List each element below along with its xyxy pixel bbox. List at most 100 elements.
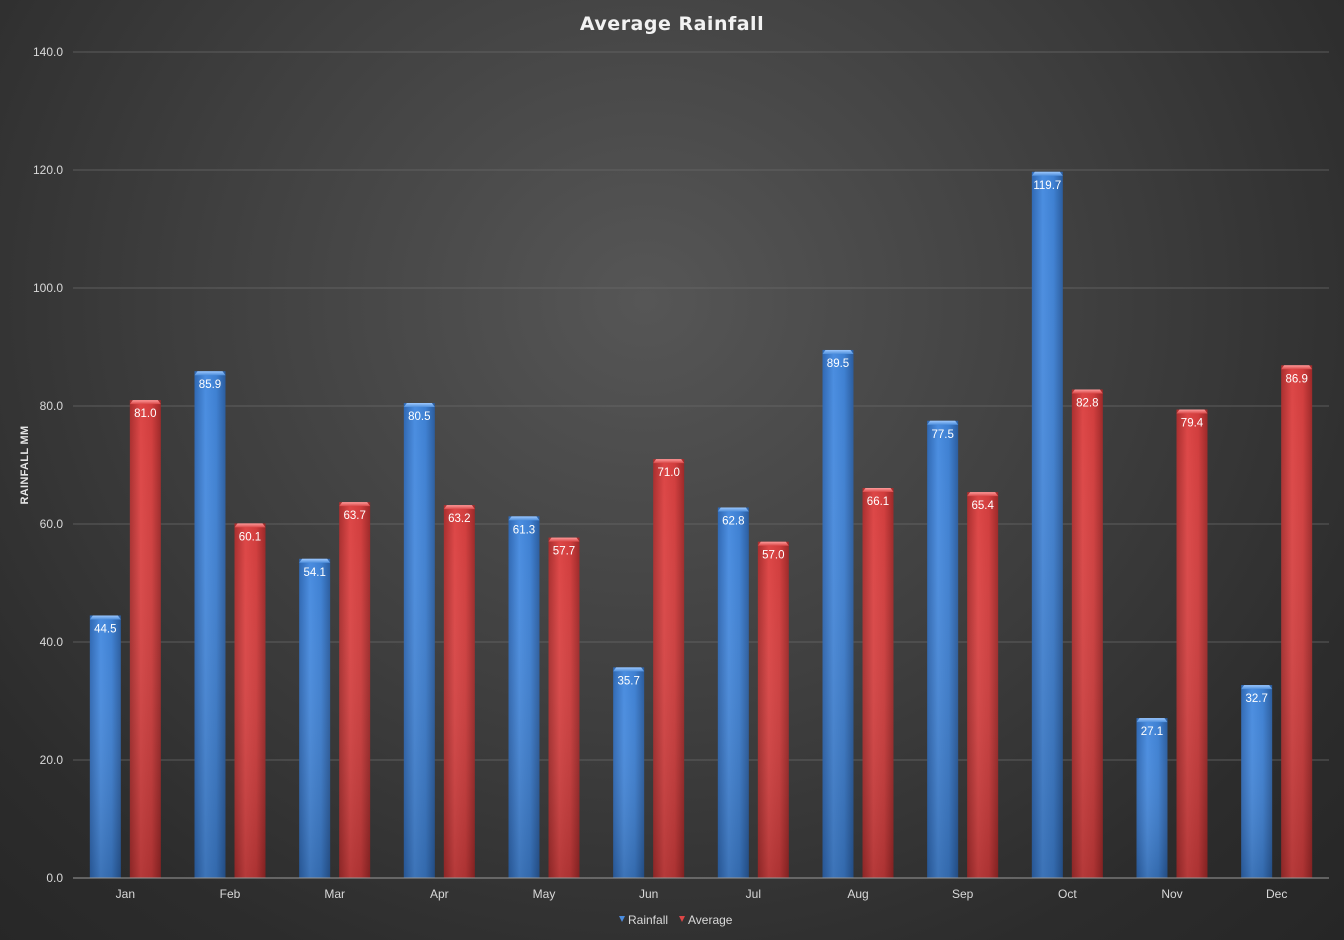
x-tick-label: Jun (639, 887, 658, 901)
bar-cap (757, 541, 789, 546)
data-label: 32.7 (1245, 693, 1267, 705)
y-tick-label: 100.0 (33, 281, 63, 295)
bar-shade (1071, 389, 1103, 878)
legend-item-rainfall[interactable]: Rainfall (619, 913, 668, 927)
bar-shade (822, 349, 854, 878)
bar-shade (1031, 171, 1063, 878)
legend[interactable]: Rainfall Average (619, 913, 733, 927)
chart-title: Average Rainfall (580, 13, 764, 35)
data-label: 89.5 (827, 358, 849, 370)
data-label: 86.9 (1285, 373, 1307, 385)
bar-cap (194, 371, 226, 376)
bar-average-feb (234, 523, 266, 878)
bar-cap (1031, 171, 1063, 176)
data-label: 61.3 (513, 524, 535, 536)
bar-cap (1071, 389, 1103, 394)
bar-rainfall-jan (89, 615, 121, 878)
bar-average-jul (757, 541, 789, 878)
x-tick-label: May (533, 887, 556, 901)
x-tick-label: Mar (324, 887, 345, 901)
bar-cap (1241, 685, 1273, 690)
bar-shade (89, 615, 121, 878)
data-label: 85.9 (199, 379, 221, 391)
data-label: 80.5 (408, 411, 430, 423)
legend-marker-average (679, 916, 685, 922)
bar-shade (508, 516, 540, 878)
bar-average-apr (443, 505, 475, 878)
bar-shade (194, 371, 226, 878)
bar-shade (927, 420, 959, 878)
bar-shade (653, 459, 685, 878)
x-axis-ticks: Jan Feb Mar Apr May Jun Jul Aug Sep Oct Nov Dec (116, 887, 1288, 901)
data-label: 119.7 (1033, 180, 1061, 192)
data-label: 35.7 (617, 675, 639, 687)
data-label: 66.1 (867, 496, 889, 508)
legend-label: Average (688, 913, 733, 927)
bar-cap (339, 502, 371, 507)
bar-shade (129, 400, 161, 878)
bar-average-aug (862, 488, 894, 878)
legend-item-average[interactable]: Average (679, 913, 733, 927)
bar-average-dec (1281, 365, 1313, 878)
bar-cap (967, 492, 999, 497)
data-label: 63.2 (448, 513, 470, 525)
bar-cap (927, 420, 959, 425)
bar-cap (653, 459, 685, 464)
bar-cap (403, 403, 435, 408)
bar-shade (1281, 365, 1313, 878)
bar-shade (339, 502, 371, 878)
bar-cap (717, 507, 749, 512)
bar-rainfall-may (508, 516, 540, 878)
y-tick-label: 40.0 (40, 635, 64, 649)
y-axis-label: RAINFALL MM (19, 426, 31, 505)
bar-average-oct (1071, 389, 1103, 878)
bar-cap (443, 505, 475, 510)
x-tick-label: Apr (430, 887, 449, 901)
data-label: 57.0 (762, 550, 784, 562)
bar-cap (299, 558, 331, 563)
data-label: 44.5 (94, 623, 116, 635)
bar-average-nov (1176, 409, 1208, 878)
data-label: 65.4 (971, 500, 994, 512)
bar-shade (548, 537, 580, 878)
bar-shade (717, 507, 749, 878)
y-tick-label: 80.0 (40, 399, 64, 413)
data-label: 62.8 (722, 515, 744, 527)
bar-rainfall-sep (927, 420, 959, 878)
y-axis-ticks: 0.0 20.0 40.0 60.0 80.0 100.0 120.0 140.0 (33, 45, 63, 885)
x-tick-label: Sep (952, 887, 974, 901)
bar-shade (757, 541, 789, 878)
y-tick-label: 60.0 (40, 517, 64, 531)
bar-shade (862, 488, 894, 878)
data-labels: 44.5 81.0 85.9 60.1 54.1 63.7 80.5 63.2 61.3 57.7… (94, 180, 1308, 738)
bar-shade (967, 492, 999, 878)
bars (89, 171, 1313, 878)
x-tick-label: Oct (1058, 887, 1077, 901)
bar-shade (299, 558, 331, 878)
bar-cap (89, 615, 121, 620)
bar-rainfall-aug (822, 349, 854, 878)
x-tick-label: Dec (1266, 887, 1287, 901)
data-label: 57.7 (553, 546, 575, 558)
bar-rainfall-mar (299, 558, 331, 878)
bar-average-jan (129, 400, 161, 878)
x-tick-label: Feb (220, 887, 241, 901)
bar-average-jun (653, 459, 685, 878)
bar-cap (1136, 718, 1168, 723)
y-tick-label: 0.0 (46, 871, 63, 885)
bar-shade (613, 667, 645, 878)
bar-rainfall-apr (403, 403, 435, 878)
bar-cap (129, 400, 161, 405)
bar-rainfall-dec (1241, 685, 1273, 878)
bar-rainfall-jul (717, 507, 749, 878)
bar-shade (1136, 718, 1168, 878)
data-label: 54.1 (303, 567, 325, 579)
bar-average-may (548, 537, 580, 878)
bar-cap (1176, 409, 1208, 414)
data-label: 71.0 (657, 467, 679, 479)
bar-cap (613, 667, 645, 672)
bar-rainfall-oct (1031, 171, 1063, 878)
bar-cap (822, 349, 854, 354)
x-tick-label: Aug (847, 887, 868, 901)
x-tick-label: Jan (116, 887, 135, 901)
